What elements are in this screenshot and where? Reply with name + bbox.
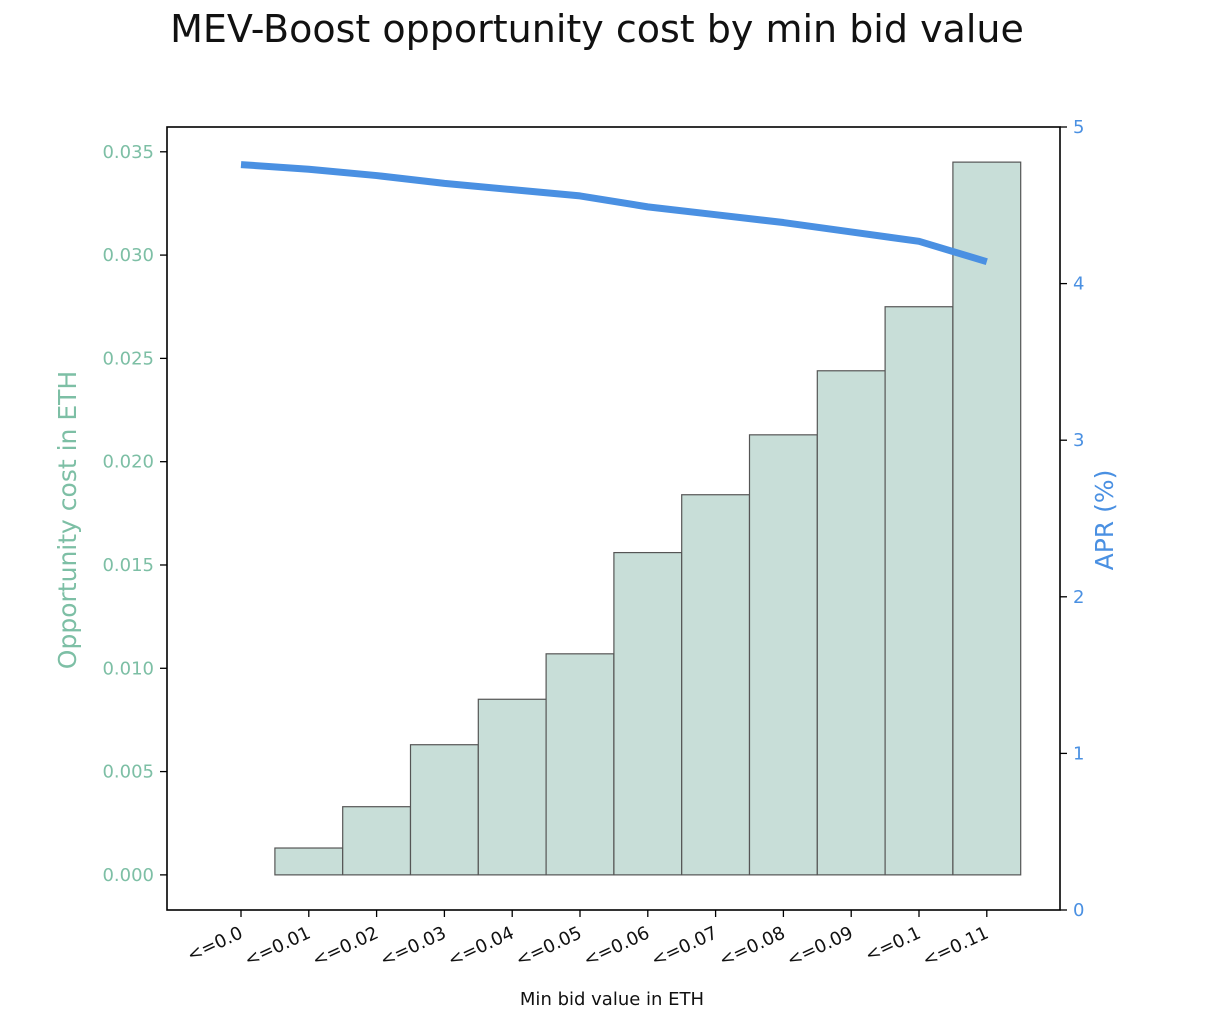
left-y-axis-label: Opportunity cost in ETH bbox=[53, 371, 82, 669]
x-axis-label: Min bid value in ETH bbox=[520, 989, 704, 1010]
bar bbox=[545, 653, 615, 876]
left-y-tick-label: 0.015 bbox=[102, 555, 154, 576]
x-tick-label: <=0.11 bbox=[919, 922, 992, 971]
bar bbox=[409, 744, 479, 876]
x-tick-label: <=0.05 bbox=[513, 922, 586, 971]
left-y-tick-label: 0.035 bbox=[102, 142, 154, 163]
left-y-tick-label: 0.025 bbox=[102, 348, 154, 369]
right-y-axis: 0 1 2 3 4 5 bbox=[1060, 117, 1084, 921]
left-y-tick-label: 0.020 bbox=[102, 452, 154, 473]
line-layer bbox=[240, 161, 988, 266]
bar bbox=[681, 494, 751, 876]
apr-line bbox=[240, 161, 988, 266]
right-y-tick-label: 1 bbox=[1073, 743, 1084, 764]
bar bbox=[274, 847, 344, 876]
right-y-axis-label: APR (%) bbox=[1090, 470, 1119, 571]
x-tick-label: <=0.01 bbox=[241, 922, 314, 971]
bar bbox=[884, 306, 954, 876]
x-tick-label: <=0.03 bbox=[377, 922, 450, 971]
bar bbox=[952, 161, 1022, 876]
right-y-tick-label: 5 bbox=[1073, 117, 1084, 138]
left-y-tick-label: 0.030 bbox=[102, 245, 154, 266]
x-tick-label: <=0.1 bbox=[862, 922, 924, 966]
x-tick-label: <=0.08 bbox=[716, 922, 789, 971]
bar bbox=[613, 551, 683, 876]
x-tick-label: <=0.06 bbox=[580, 922, 653, 971]
chart-title: MEV-Boost opportunity cost by min bid va… bbox=[170, 7, 1024, 51]
x-axis: <=0.0<=0.01<=0.02<=0.03<=0.04<=0.05<=0.0… bbox=[184, 910, 992, 971]
plot-frame bbox=[166, 126, 1061, 911]
left-y-tick-label: 0.000 bbox=[102, 865, 154, 886]
x-tick-label: <=0.09 bbox=[784, 922, 857, 971]
x-tick-label: <=0.07 bbox=[648, 922, 721, 971]
bar bbox=[477, 698, 547, 876]
x-tick-label: <=0.02 bbox=[309, 922, 382, 971]
bar bbox=[816, 370, 886, 876]
x-tick-label: <=0.0 bbox=[184, 922, 246, 966]
left-y-tick-label: 0.005 bbox=[102, 762, 154, 783]
bar bbox=[748, 434, 818, 876]
right-y-tick-label: 4 bbox=[1073, 274, 1084, 295]
right-y-tick-label: 2 bbox=[1073, 587, 1084, 608]
bars-layer bbox=[274, 161, 1022, 876]
x-tick-label: <=0.04 bbox=[445, 922, 518, 971]
left-y-tick-label: 0.010 bbox=[102, 658, 154, 679]
bar bbox=[342, 806, 412, 876]
left-y-axis: 0.000 0.005 0.010 0.015 0.020 0.025 0.030 0.035 bbox=[102, 142, 167, 886]
right-y-tick-label: 0 bbox=[1073, 900, 1084, 921]
right-y-tick-label: 3 bbox=[1073, 430, 1084, 451]
